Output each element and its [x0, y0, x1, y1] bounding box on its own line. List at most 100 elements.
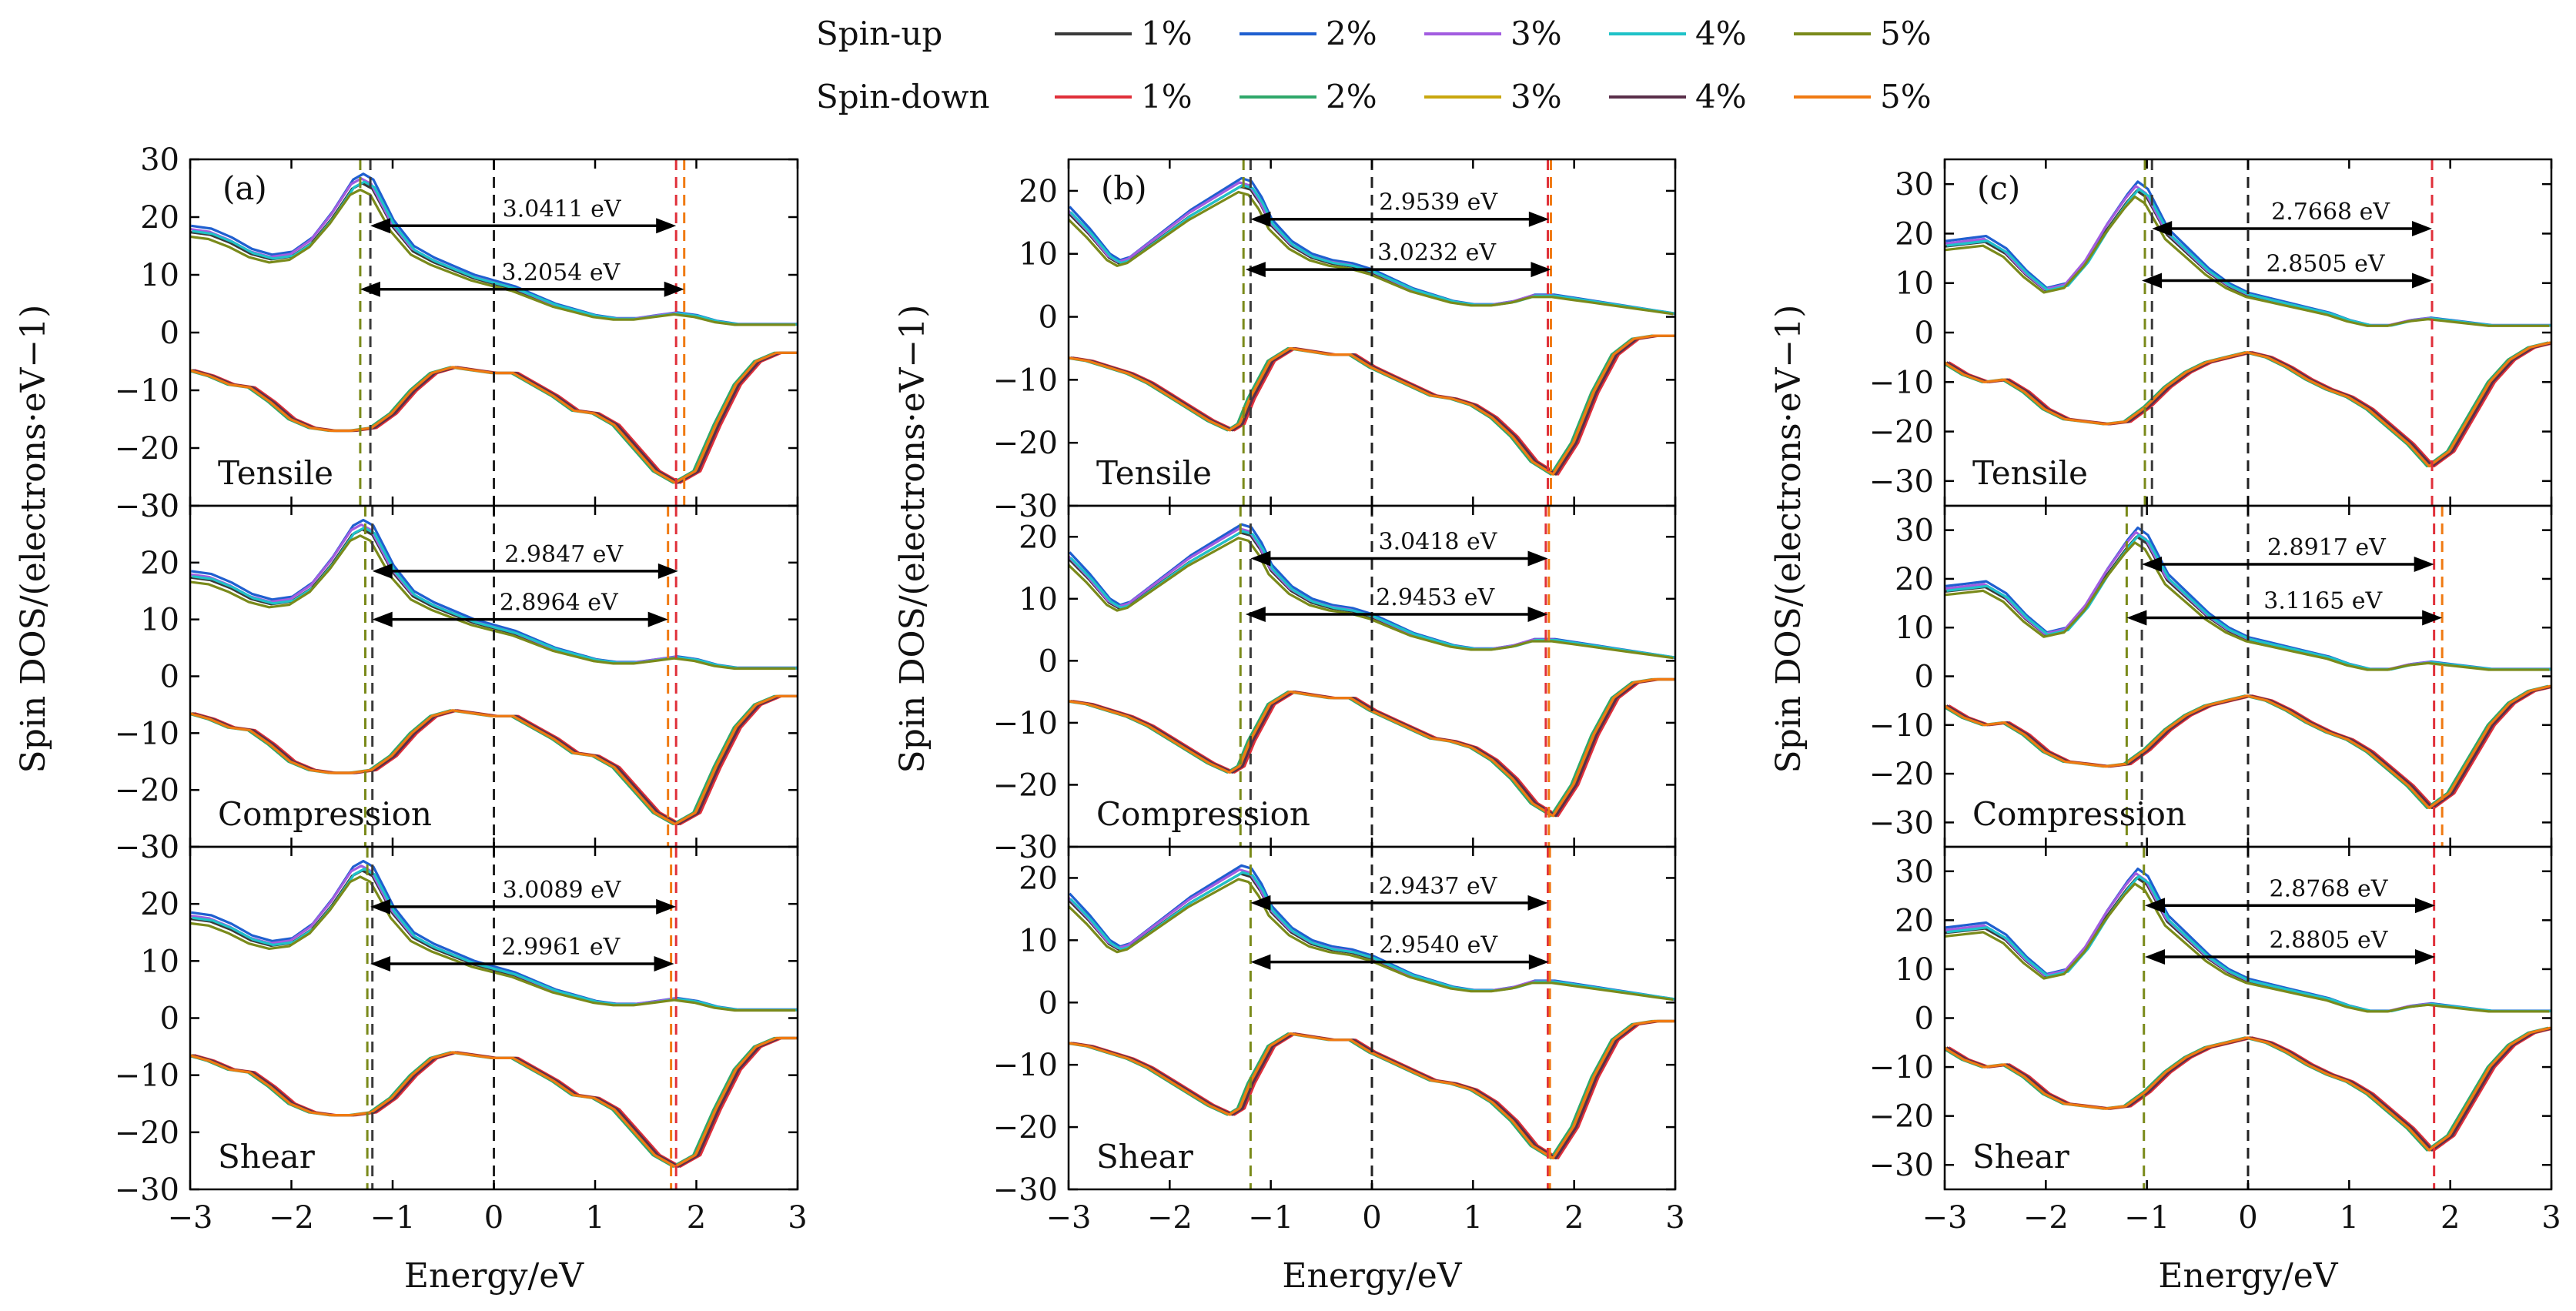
strain-label: Compression [1096, 795, 1310, 833]
y-tick-label: 0 [1915, 660, 1934, 695]
gap-label: 2.8768 eV [2270, 875, 2389, 902]
gap-label: 2.9540 eV [1379, 932, 1498, 959]
strain-label: Compression [1972, 795, 2186, 833]
spin-down-curve [1069, 334, 1674, 476]
y-tick-label: 20 [1019, 861, 1058, 896]
y-tick-label: −20 [115, 1115, 179, 1151]
gap-arrow-head-right [2412, 273, 2433, 289]
x-tick-label: 3 [2541, 1200, 2561, 1236]
gap-arrow-head-right [1527, 606, 1548, 622]
gap-arrow-head-left [360, 281, 380, 297]
gap-arrow-head-left [1250, 895, 1271, 911]
y-tick-label: 0 [1039, 300, 1058, 336]
x-tick-label: −3 [168, 1200, 213, 1236]
x-tick-label: 2 [687, 1200, 706, 1236]
gap-arrow-head-left [372, 611, 393, 627]
gap-arrow-head-right [664, 281, 684, 297]
legend: Spin-up 1% 2% 3% 4% 5% Spin-down 1% 2% 3% 4% 5% [816, 15, 1932, 115]
subplot-shear: 3.0089 eV 2.9961 eV −30 −20 −10 0 10 20 30 Shear [115, 830, 799, 1208]
y-tick-label: −10 [1869, 708, 1934, 744]
gap-label: 2.9961 eV [501, 934, 621, 961]
gap-arrow-head-right [647, 611, 668, 627]
y-tick-label: 10 [1019, 923, 1058, 958]
spin-down-curve [1945, 1026, 2551, 1152]
y-tick-label: −30 [115, 1172, 179, 1208]
y-tick-label: 10 [1019, 582, 1058, 617]
plot-area [1069, 864, 1675, 1160]
gap-arrow-head-right [656, 898, 677, 915]
y-tick-label: −10 [115, 716, 179, 751]
subplot-tensile: 3.0411 eV 3.2054 eV −30 −20 −10 0 10 20 30 Tensil… [115, 142, 799, 524]
legend-item-label: 2% [1326, 78, 1377, 115]
gap-label: 2.9437 eV [1378, 873, 1497, 900]
legend-item-label: 2% [1326, 15, 1377, 52]
spin-up-curve [1945, 882, 2550, 1013]
gap-arrow-head-right [2412, 221, 2433, 236]
y-tick-label: −20 [993, 1110, 1058, 1145]
legend-row-label: Spin-down [816, 78, 990, 115]
spin-up-curve [1946, 875, 2551, 1013]
y-tick-label: 10 [1895, 610, 1934, 646]
y-tick-label: −10 [993, 363, 1058, 398]
y-tick-label: −20 [1869, 757, 1934, 792]
gap-arrow-head-left [1250, 550, 1271, 567]
gap-arrow-head-left [370, 956, 391, 972]
spin-down-curve [190, 1036, 797, 1168]
strain-label: Tensile [1096, 454, 1212, 492]
legend-item-label: 1% [1141, 15, 1193, 52]
y-tick-label: 30 [1895, 513, 1934, 549]
y-tick-label: −30 [1869, 464, 1934, 500]
y-tick-label: 0 [1039, 644, 1058, 679]
y-axis-label-left: Spin DOS/(electrons·eV−1) [14, 305, 53, 774]
panel-2: 2.7668 eV2.8505 eV−30−20−100102030Tensil… [1869, 158, 2561, 1296]
gap-arrow-head-right [1527, 895, 1548, 911]
spin-up-curve [1069, 871, 1675, 1001]
gap-label: 2.8505 eV [2267, 251, 2386, 278]
legend-item-label: 3% [1510, 15, 1562, 52]
panel-tag: (c) [1977, 169, 2020, 207]
subplot-compression: 2.9847 eV 2.8964 eV −30 −20 −10 0 10 20 30 Compre… [115, 489, 799, 865]
y-tick-label: −10 [993, 1048, 1058, 1083]
gap-arrow-head-right [1531, 262, 1551, 278]
legend-item-label: 3% [1510, 78, 1562, 115]
gap-label: 2.9539 eV [1379, 189, 1498, 216]
subplot-tensile: 2.9539 eV 3.0232 eV −30 −20 −10 0 10 20 Tensile (… [993, 158, 1677, 524]
y-tick-label: 10 [1019, 237, 1058, 273]
strain-label: Tensile [218, 454, 333, 492]
y-tick-label: 20 [1019, 174, 1058, 209]
y-tick-label: −20 [115, 773, 179, 808]
gap-label: 3.0411 eV [503, 196, 622, 222]
strain-label: Shear [1096, 1138, 1194, 1176]
subplot-compression: 3.0418 eV 2.9453 eV −30 −20 −10 0 10 20 Compress… [993, 504, 1677, 865]
gap-arrow-head-left [2142, 556, 2163, 572]
x-tick-label: 1 [585, 1200, 604, 1236]
gap-arrow-head-right [1527, 550, 1548, 567]
gap-arrow-head-left [2145, 949, 2166, 965]
gap-arrow-head-left [2145, 898, 2166, 914]
legend-item-label: 1% [1141, 78, 1193, 115]
x-axis-label: Energy/eV [404, 1256, 584, 1296]
legend-item-label: 5% [1880, 15, 1932, 52]
strain-label: Compression [218, 795, 432, 833]
y-tick-label: 20 [1895, 562, 1934, 597]
spin-up-curve [190, 875, 796, 1012]
plot-area [1945, 867, 2551, 1152]
spin-up-curve [1945, 195, 2550, 327]
y-tick-label: −30 [1869, 805, 1934, 841]
x-tick-label: 1 [1464, 1200, 1483, 1236]
subplot-shear: 2.8768 eV 2.8805 eV −30 −20 −10 0 10 20 30 Shear [1869, 845, 2553, 1191]
spin-up-curve [1069, 530, 1675, 659]
gap-arrow-head-right [2414, 949, 2435, 965]
spin-up-curve [192, 180, 798, 326]
legend-item-label: 4% [1695, 15, 1747, 52]
strain-label: Shear [218, 1138, 316, 1176]
spin-down-curve [1070, 1019, 1675, 1160]
x-tick-label: −1 [2124, 1200, 2170, 1236]
gap-label: 3.0089 eV [503, 877, 622, 904]
y-tick-label: 30 [1895, 167, 1934, 202]
x-tick-label: 2 [1564, 1200, 1584, 1236]
subplot-shear: 2.9437 eV 2.9540 eV −30 −20 −10 0 10 20 Shear [993, 845, 1677, 1208]
x-tick-label: −2 [2023, 1200, 2069, 1236]
y-tick-label: 20 [1019, 520, 1058, 555]
gap-label: 2.8805 eV [2270, 927, 2389, 954]
